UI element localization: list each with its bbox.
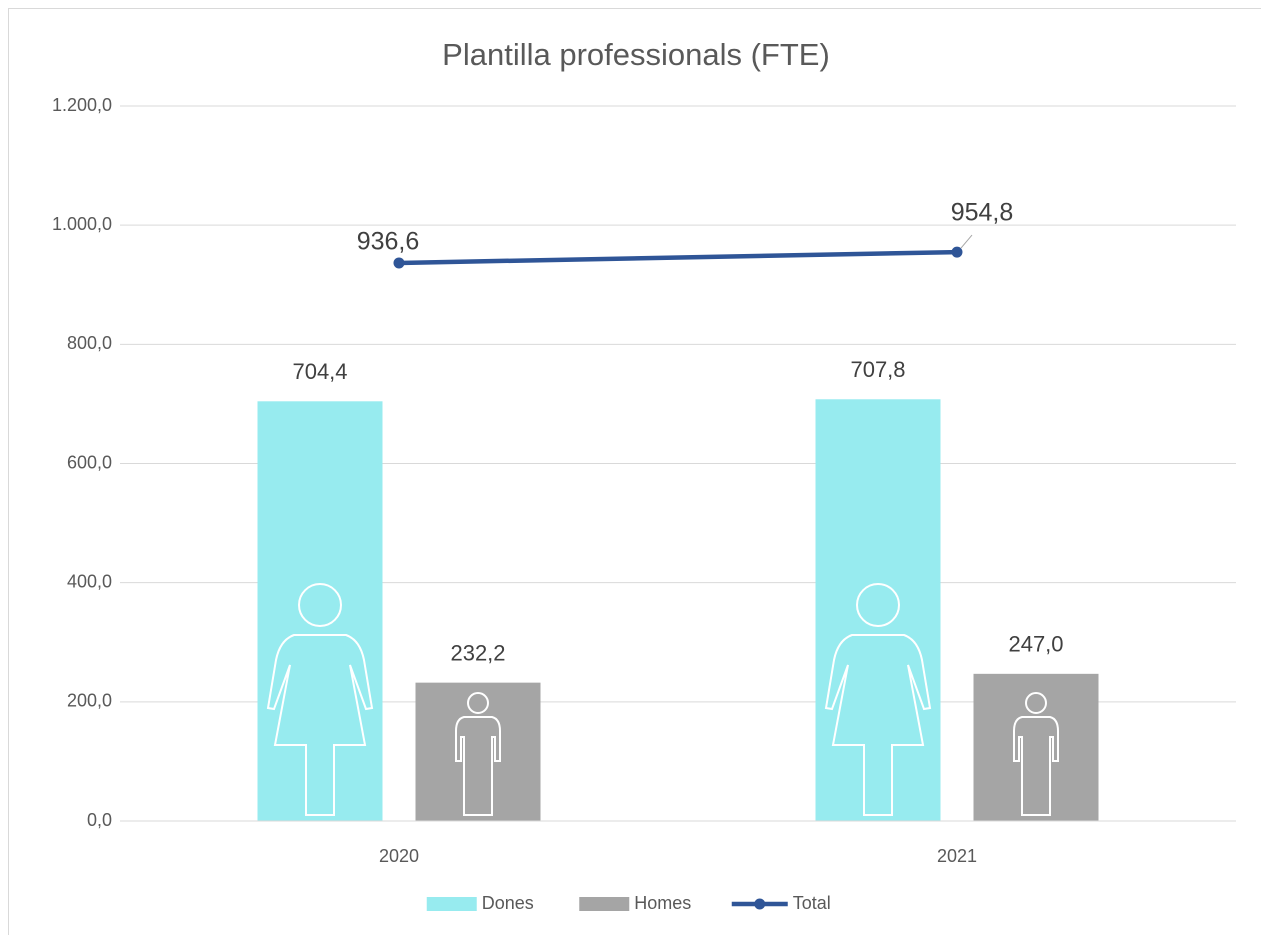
- legend-swatch: [579, 897, 630, 911]
- x-tick-label: 2020: [379, 846, 419, 866]
- data-label: 247,0: [1008, 632, 1063, 657]
- data-label: 954,8: [951, 199, 1014, 227]
- chart-title: Plantilla professionals (FTE): [442, 37, 830, 72]
- y-tick-label: 200,0: [67, 691, 112, 711]
- legend-swatch: [426, 897, 477, 911]
- legend-label: Dones: [482, 893, 534, 913]
- y-tick-label: 600,0: [67, 452, 112, 472]
- legend-label: Total: [793, 893, 831, 913]
- data-label: 232,2: [450, 640, 505, 665]
- line-marker: [951, 246, 963, 258]
- y-tick-label: 0,0: [87, 810, 112, 830]
- data-label: 704,4: [292, 359, 347, 384]
- woman-icon-head: [298, 583, 342, 627]
- bar: [257, 401, 383, 821]
- line-marker: [393, 257, 405, 269]
- woman-icon-body: [824, 634, 932, 816]
- man-icon-body: [1013, 716, 1059, 816]
- woman-icon-head: [856, 583, 900, 627]
- bar: [415, 682, 541, 821]
- y-tick-label: 1.200,0: [52, 95, 112, 115]
- legend-marker: [754, 898, 766, 910]
- bar: [815, 399, 941, 821]
- man-icon-head: [1025, 692, 1047, 714]
- line: [398, 249, 958, 266]
- bar: [973, 673, 1099, 821]
- y-tick-label: 1.000,0: [52, 214, 112, 234]
- man-icon-body: [455, 716, 501, 816]
- legend-label: Homes: [634, 893, 691, 913]
- data-label: 936,6: [357, 228, 420, 256]
- y-tick-label: 800,0: [67, 333, 112, 353]
- leader-line: [960, 234, 973, 249]
- woman-icon-body: [266, 634, 374, 816]
- x-tick-label: 2021: [937, 846, 977, 866]
- y-tick-label: 400,0: [67, 571, 112, 591]
- data-label: 707,8: [850, 357, 905, 382]
- man-icon-head: [467, 692, 489, 714]
